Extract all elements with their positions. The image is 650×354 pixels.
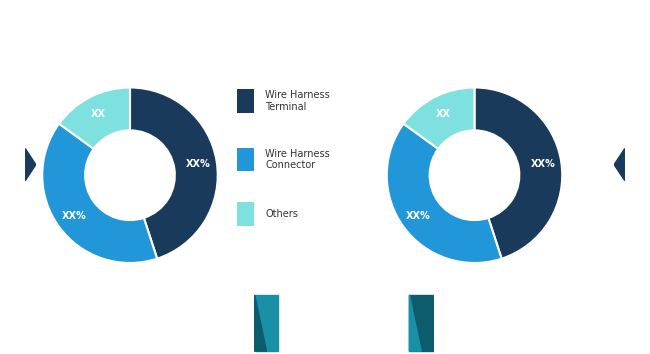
Wedge shape — [130, 87, 218, 259]
Text: CAGR (2022–2030): CAGR (2022–2030) — [485, 304, 591, 314]
Polygon shape — [410, 295, 421, 351]
FancyBboxPatch shape — [237, 148, 254, 171]
Text: XX%: XX% — [62, 211, 86, 221]
Text: Wire Harness
Connector: Wire Harness Connector — [265, 149, 330, 170]
Text: XX: XX — [91, 109, 106, 119]
Text: XX%: XX% — [513, 325, 563, 344]
Bar — [40, 303, 47, 350]
Bar — [19, 325, 25, 350]
Polygon shape — [255, 295, 266, 351]
Polygon shape — [25, 149, 36, 181]
Text: Wire Harness
Terminal: Wire Harness Terminal — [265, 90, 330, 112]
Text: Incremental Growth –Wiring Harness
Terminal: Incremental Growth –Wiring Harness Termi… — [6, 309, 223, 331]
Text: XX%: XX% — [186, 159, 211, 170]
Bar — [8, 336, 15, 350]
Wedge shape — [474, 87, 562, 259]
Wedge shape — [42, 124, 157, 263]
Polygon shape — [255, 295, 278, 351]
Text: XX%: XX% — [530, 159, 555, 170]
Text: MARKET SHARE - 2022: MARKET SHARE - 2022 — [8, 125, 18, 222]
Wedge shape — [59, 87, 130, 149]
Polygon shape — [614, 149, 625, 181]
Text: US$ XX Mn: US$ XX Mn — [309, 313, 386, 326]
FancyBboxPatch shape — [237, 89, 254, 113]
Text: MARKET BY TYPE: MARKET BY TYPE — [65, 17, 279, 37]
Text: XX: XX — [436, 109, 450, 119]
Text: XX%: XX% — [406, 211, 431, 221]
Text: Others: Others — [265, 209, 298, 219]
Polygon shape — [410, 295, 433, 351]
Text: MARKET SHARE - 2030: MARKET SHARE - 2030 — [632, 125, 642, 222]
Wedge shape — [404, 87, 474, 149]
FancyBboxPatch shape — [237, 202, 254, 226]
Wedge shape — [387, 124, 502, 263]
Bar — [30, 315, 36, 350]
